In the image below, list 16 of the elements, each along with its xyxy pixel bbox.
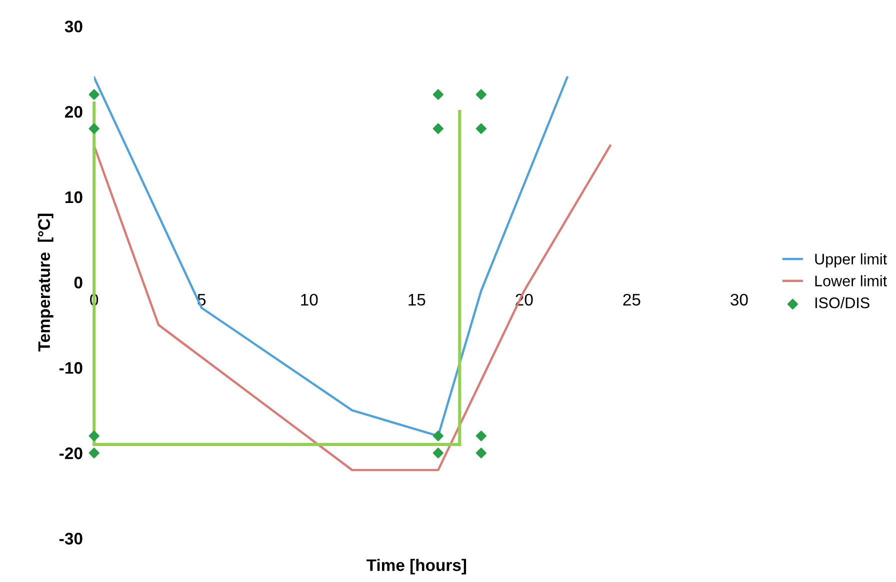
x-axis-title: Time [hours] [366, 558, 466, 574]
y-tick-label: 0 [74, 276, 82, 288]
y-tick-label: 30 [64, 20, 82, 32]
y-tick-label: 20 [65, 106, 82, 118]
x-tick-label: 25 [623, 294, 640, 306]
legend-label: Upper limit [815, 253, 887, 268]
x-tick-label: 30 [730, 294, 748, 306]
y-tick-label: -30 [60, 532, 82, 545]
legend-label: Lower limit [815, 275, 887, 286]
y-tick-label: -10 [60, 362, 82, 374]
y-tick-label: -20 [60, 447, 82, 460]
y-tick-label: 10 [65, 191, 82, 204]
legend-label: ISO/DIS [815, 297, 870, 308]
x-tick-label: 15 [408, 294, 426, 306]
x-tick-label: 10 [301, 294, 318, 306]
y-axis-title: Temperature [°C] [38, 214, 54, 352]
